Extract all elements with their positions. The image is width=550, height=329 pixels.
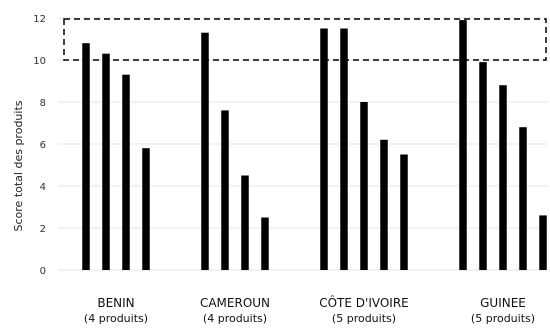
bar [459,20,467,270]
category-sublabel: (4 produits) [203,312,267,325]
category-labels: BENIN (4 produits) CAMEROUN (4 produits) CÔT… [84,295,535,325]
y-tick-label: 0 [40,266,46,277]
y-tick-label: 6 [40,140,46,151]
y-axis-label: Score total des produits [12,100,25,231]
y-axis-ticks: 0 2 4 6 8 10 12 [33,14,46,277]
bar [82,43,90,271]
bar [519,127,527,270]
category-label: CÔTE D'IVOIRE [319,295,409,310]
y-tick-label: 10 [33,56,46,67]
category-sublabel: (5 produits) [332,312,396,325]
category-label: GUINEE [480,296,526,310]
bar [479,62,487,270]
category-label: CAMEROUN [200,296,270,310]
highlight-band [63,18,547,61]
y-tick-label: 8 [40,98,46,109]
bar [221,110,229,271]
category-label: BENIN [97,296,134,310]
grid-lines [58,17,548,271]
bar [122,74,130,270]
bar [261,217,269,270]
bar [539,215,547,270]
category-sublabel: (5 produits) [471,312,535,325]
bar [201,32,209,271]
bar [340,28,348,270]
bar [499,85,507,270]
bar [102,53,110,271]
y-tick-label: 4 [40,182,46,193]
bar [400,154,408,270]
bar [360,102,368,270]
bar [380,139,388,270]
bars [82,20,547,271]
bar [142,148,150,270]
bar [320,28,328,270]
category-sublabel: (4 produits) [84,312,148,325]
y-tick-label: 12 [33,14,46,25]
bar [241,175,249,270]
y-tick-label: 2 [40,224,46,235]
